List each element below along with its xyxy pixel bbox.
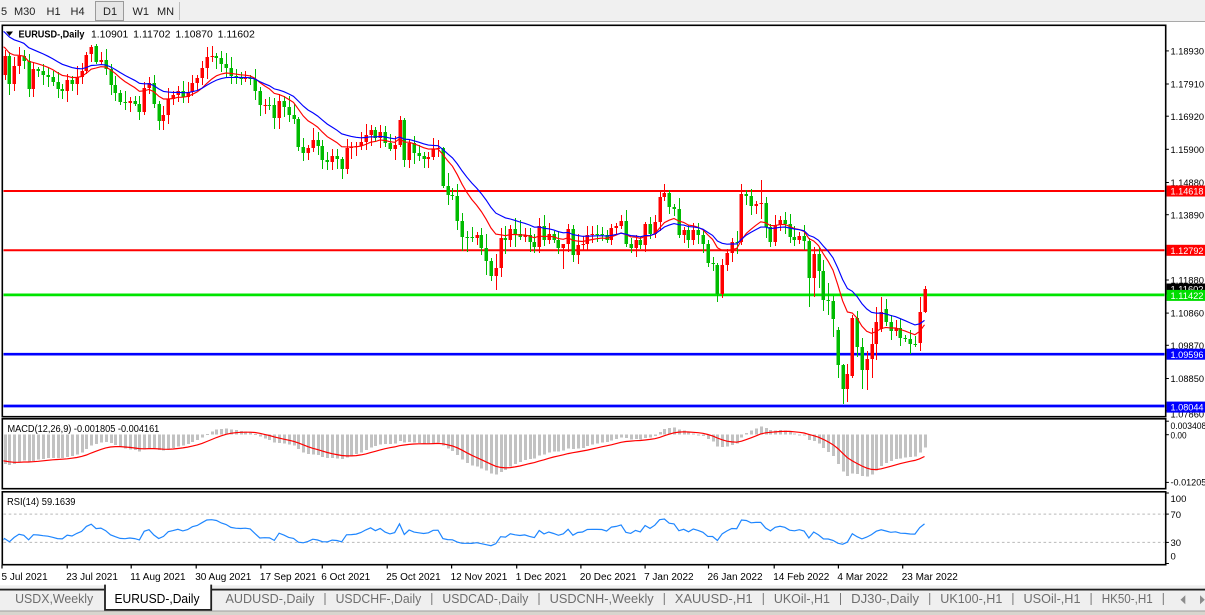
svg-text:USDCHF-,Daily: USDCHF-,Daily xyxy=(336,592,422,606)
svg-text:26 Jan 2022: 26 Jan 2022 xyxy=(708,572,763,583)
svg-text:5 Jul 2021: 5 Jul 2021 xyxy=(2,572,49,583)
svg-text:1.14618: 1.14618 xyxy=(1171,187,1204,198)
svg-text:USDCNH-,Weekly: USDCNH-,Weekly xyxy=(550,592,655,606)
svg-text:HK50-,H1: HK50-,H1 xyxy=(1102,592,1153,606)
svg-text:1.10901: 1.10901 xyxy=(91,28,128,40)
svg-text:AUDUSD-,Daily: AUDUSD-,Daily xyxy=(226,592,316,606)
svg-text:30 Aug 2021: 30 Aug 2021 xyxy=(195,572,252,583)
svg-text:100: 100 xyxy=(1171,494,1187,505)
svg-text:0.00: 0.00 xyxy=(1171,430,1187,441)
svg-text:MACD(12,26,9) -0.001805 -0.004: MACD(12,26,9) -0.001805 -0.004161 xyxy=(8,424,160,435)
svg-text:1.08044: 1.08044 xyxy=(1171,403,1204,414)
svg-text:EURUSD-,Daily: EURUSD-,Daily xyxy=(115,592,201,606)
svg-text:H4: H4 xyxy=(71,6,85,18)
svg-text:M30: M30 xyxy=(14,6,35,18)
svg-text:USOil-,H1: USOil-,H1 xyxy=(1024,592,1081,606)
svg-text:30: 30 xyxy=(1171,538,1182,549)
svg-text:USDCAD-,Daily: USDCAD-,Daily xyxy=(442,592,529,606)
svg-text:0: 0 xyxy=(1171,552,1176,563)
svg-text:1.12792: 1.12792 xyxy=(1171,246,1204,257)
svg-text:1.07860: 1.07860 xyxy=(1171,410,1205,421)
svg-text:1.11702: 1.11702 xyxy=(133,28,170,40)
svg-text:UK100-,H1: UK100-,H1 xyxy=(940,592,1002,606)
svg-text:1.10860: 1.10860 xyxy=(1171,309,1205,320)
svg-text:DJ30-,Daily: DJ30-,Daily xyxy=(851,592,920,606)
svg-text:1.10870: 1.10870 xyxy=(175,28,212,40)
svg-text:-0.01205: -0.01205 xyxy=(1171,478,1205,489)
svg-text:W1: W1 xyxy=(133,6,150,18)
svg-text:12 Nov 2021: 12 Nov 2021 xyxy=(451,572,508,583)
svg-text:1.18930: 1.18930 xyxy=(1171,47,1205,58)
svg-text:4 Mar 2022: 4 Mar 2022 xyxy=(837,572,888,583)
svg-text:EURUSD-,Daily: EURUSD-,Daily xyxy=(19,28,85,40)
svg-text:0.003408: 0.003408 xyxy=(1171,421,1205,432)
svg-text:23 Mar 2022: 23 Mar 2022 xyxy=(902,572,959,583)
svg-text:25 Oct 2021: 25 Oct 2021 xyxy=(386,572,441,583)
svg-text:1.11422: 1.11422 xyxy=(1171,291,1204,302)
svg-text:11 Aug 2021: 11 Aug 2021 xyxy=(130,572,186,583)
svg-text:UKOil-,H1: UKOil-,H1 xyxy=(774,592,830,606)
svg-text:D1: D1 xyxy=(103,6,117,18)
svg-text:20 Dec 2021: 20 Dec 2021 xyxy=(580,572,637,583)
svg-text:1.14880: 1.14880 xyxy=(1171,178,1205,189)
svg-text:23 Jul 2021: 23 Jul 2021 xyxy=(66,572,118,583)
svg-text:1.16920: 1.16920 xyxy=(1171,112,1205,123)
svg-text:14 Feb 2022: 14 Feb 2022 xyxy=(773,572,830,583)
svg-text:USDX,Weekly: USDX,Weekly xyxy=(15,592,94,606)
svg-text:H1: H1 xyxy=(47,6,61,18)
svg-text:1.11602: 1.11602 xyxy=(218,28,255,40)
svg-text:1 Dec 2021: 1 Dec 2021 xyxy=(516,572,568,583)
svg-text:1.09870: 1.09870 xyxy=(1171,341,1205,352)
svg-text:17 Sep 2021: 17 Sep 2021 xyxy=(260,572,317,583)
svg-text:5: 5 xyxy=(1,6,7,18)
svg-text:1.13890: 1.13890 xyxy=(1171,210,1205,221)
svg-text:MN: MN xyxy=(157,6,174,18)
svg-text:6 Oct 2021: 6 Oct 2021 xyxy=(321,572,370,583)
svg-text:70: 70 xyxy=(1171,510,1182,521)
svg-text:7 Jan 2022: 7 Jan 2022 xyxy=(644,572,694,583)
svg-text:1.11880: 1.11880 xyxy=(1171,276,1205,287)
svg-text:RSI(14) 59.1639: RSI(14) 59.1639 xyxy=(7,497,76,508)
svg-text:1.17910: 1.17910 xyxy=(1171,80,1205,91)
svg-text:1.08850: 1.08850 xyxy=(1171,374,1205,385)
svg-text:1.15900: 1.15900 xyxy=(1171,145,1205,156)
svg-text:XAUUSD-,H1: XAUUSD-,H1 xyxy=(675,592,753,606)
svg-text:1.09596: 1.09596 xyxy=(1171,350,1204,361)
